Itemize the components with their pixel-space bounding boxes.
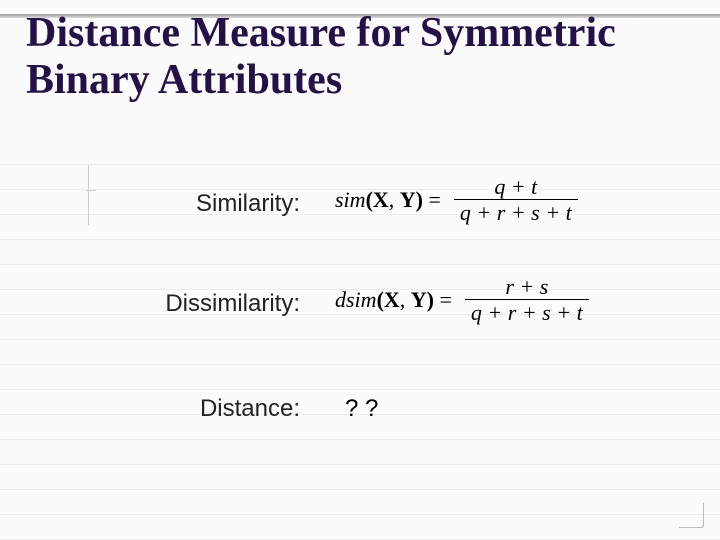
corner-decoration-icon [678,502,704,528]
dsim-numerator: r + s [465,275,589,300]
dsim-denominator: q + r + s + t [465,300,589,324]
similarity-fraction: q + t q + r + s + t [454,175,578,224]
similarity-label: Similarity: [110,190,300,218]
margin-tick [86,190,96,191]
sim-numerator: q + t [454,175,578,200]
sim-func-name: sim [335,187,366,212]
dissimilarity-label: Dissimilarity: [110,290,300,318]
dsim-func-name: dsim [335,287,377,312]
distance-label: Distance: [110,395,300,423]
distance-value: ? ? [345,395,378,423]
similarity-formula: sim(X, Y) = q + t q + r + s + t [335,175,578,224]
sim-denominator: q + r + s + t [454,200,578,224]
margin-tick [88,165,89,225]
slide-title: Distance Measure for Symmetric Binary At… [26,10,720,104]
dissimilarity-fraction: r + s q + r + s + t [465,275,589,324]
dissimilarity-formula: dsim(X, Y) = r + s q + r + s + t [335,275,589,324]
